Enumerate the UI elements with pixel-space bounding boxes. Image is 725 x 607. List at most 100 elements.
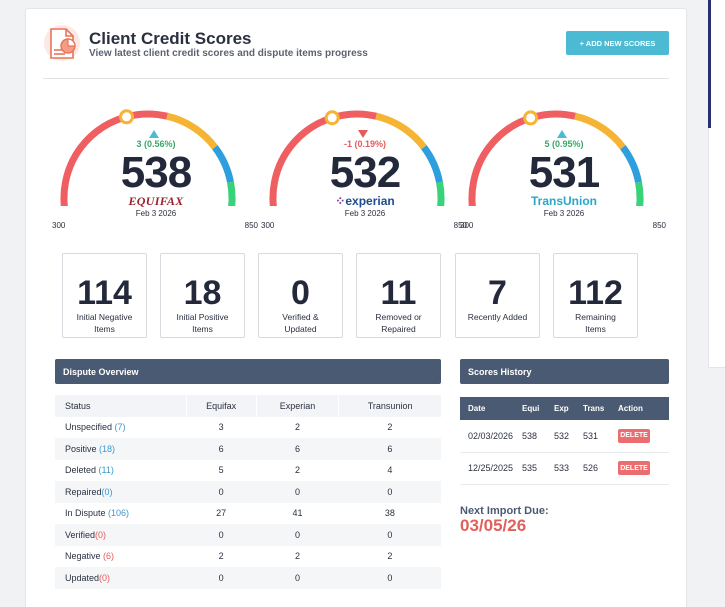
stat-initial-negative: 114 Initial Negative Items — [62, 253, 147, 338]
dispute-overview-header: Dispute Overview — [55, 359, 441, 384]
experian-cell: 2 — [294, 422, 300, 433]
transunion-cell: 6 — [338, 438, 441, 460]
stat-value: 11 — [380, 274, 417, 312]
gauge-max: 850 — [244, 221, 258, 230]
gauge-segment — [468, 110, 576, 206]
column-header-date: Date — [460, 397, 522, 420]
gauge-segment — [212, 145, 234, 184]
transunion-cell: 4 — [387, 465, 393, 476]
gauge-marker — [324, 110, 340, 126]
stat-value: 7 — [488, 274, 507, 312]
history-trans-cell: 526 — [583, 452, 618, 485]
table-row: Unspecified (7) 3 2 2 — [55, 417, 441, 439]
equifax-cell: 0 — [186, 567, 257, 589]
table-row: In Dispute (106) 27 41 38 — [55, 503, 441, 525]
transunion-cell: 0 — [338, 567, 441, 589]
experian-logo: ⁘experian — [265, 194, 465, 208]
status-count-link[interactable]: (0) — [101, 486, 113, 497]
history-date-cell: 02/03/2026 — [460, 420, 522, 453]
gauge-min: 300 — [261, 221, 275, 230]
gauge-segment — [436, 181, 445, 206]
equifax-cell: 6 — [186, 438, 257, 460]
table-row: Verified(0) 0 0 0 — [55, 524, 441, 546]
table-row: Positive (18) 6 6 6 — [55, 438, 441, 460]
gauge-segment — [375, 112, 427, 150]
add-new-scores-button[interactable]: + ADD NEW SCORES — [566, 31, 669, 55]
gauge-segment — [635, 181, 644, 206]
experian-cell: 41 — [292, 508, 303, 519]
gauge-segment — [269, 110, 377, 206]
equifax-cell: 3 — [218, 422, 224, 433]
score-date: Feb 3 2026 — [543, 209, 585, 218]
transunion-cell: 0 — [338, 481, 441, 503]
table-row: 02/03/2026 538 532 531 DELETE — [460, 420, 669, 453]
gauge-segment — [574, 112, 626, 150]
status-cell: Updated(0) — [55, 567, 186, 589]
scores-history-header: Scores History — [460, 359, 669, 384]
status-count-link[interactable]: (106) — [108, 508, 130, 519]
page-subtitle: View latest client credit scores and dis… — [89, 48, 368, 59]
transunion-cell: 38 — [384, 508, 395, 519]
column-header-trans: Trans — [583, 397, 618, 420]
stat-value: 0 — [291, 274, 310, 312]
gauge-segment — [620, 145, 642, 184]
column-header-exp: Exp — [554, 397, 583, 420]
column-header-transunion: Transunion — [338, 395, 441, 417]
gauge-max: 850 — [453, 221, 467, 230]
status-count-link[interactable]: (7) — [114, 422, 126, 433]
transunion-cell: 0 — [338, 524, 441, 546]
experian-cell: 6 — [256, 438, 339, 460]
table-row: Deleted (11) 5 2 4 — [55, 460, 441, 482]
table-header-row: Status Equifax Experian Transunion — [55, 395, 441, 417]
score-value: 538 — [120, 148, 192, 197]
experian-cell: 2 — [294, 465, 300, 476]
table-row: 12/25/2025 535 533 526 DELETE — [460, 452, 669, 485]
stat-remaining: 112 Remaining Items — [553, 253, 638, 338]
stat-label: Initial Positive Items — [176, 312, 229, 334]
report-chart-icon — [43, 24, 81, 62]
stat-label: Initial Negative Items — [76, 312, 133, 334]
gauge-segment — [60, 110, 168, 206]
status-count-link[interactable]: (11) — [98, 465, 114, 476]
delete-button[interactable]: DELETE — [618, 461, 650, 475]
status-cell: Positive (18) — [55, 438, 186, 460]
experian-gauge: -1 (0.19%) 532 ⁘experian Feb 3 2026 300 … — [261, 96, 467, 236]
stat-label: Recently Added — [467, 312, 528, 322]
experian-cell: 0 — [256, 481, 339, 503]
status-cell: Unspecified (7) — [65, 422, 126, 433]
score-change: -1 (0.19%) — [343, 139, 387, 149]
status-count-link[interactable]: (0) — [99, 572, 111, 583]
status-cell: In Dispute (106) — [65, 508, 130, 519]
gauge-marker — [523, 110, 539, 126]
stat-value: 112 — [568, 274, 623, 312]
equifax-cell: 27 — [216, 508, 227, 519]
history-equi-cell: 535 — [522, 452, 554, 485]
gauge-marker — [119, 109, 135, 125]
status-count-link[interactable]: (6) — [103, 551, 115, 562]
equifax-cell: 5 — [218, 465, 224, 476]
stat-verified-updated: 0 Verified & Updated — [258, 253, 343, 338]
stat-value: 18 — [183, 274, 222, 312]
transunion-gauge-arc — [468, 110, 644, 206]
stat-label: Verified & Updated — [282, 312, 319, 334]
score-date: Feb 3 2026 — [344, 209, 386, 218]
history-exp-cell: 532 — [554, 420, 583, 453]
score-down-icon — [358, 130, 368, 138]
table-row: Updated(0) 0 0 0 — [55, 567, 441, 589]
score-change: 3 (0.56%) — [136, 139, 176, 149]
right-side-panel — [708, 0, 725, 368]
equifax-gauge: 3 (0.56%) 538 EQUIFAX Feb 3 2026 300 850 — [52, 96, 258, 236]
history-date-cell: 12/25/2025 — [460, 452, 522, 485]
transunion-gauge: 5 (0.95%) 531 TransUnion Feb 3 2026 300 … — [460, 96, 666, 236]
column-header-equi: Equi — [522, 397, 554, 420]
delete-button[interactable]: DELETE — [618, 428, 650, 443]
history-action-cell: DELETE — [618, 420, 669, 453]
status-count-link[interactable]: (18) — [99, 443, 116, 454]
status-cell: Repaired(0) — [55, 481, 186, 503]
next-import-label: Next Import Due: — [460, 505, 549, 517]
status-count-link[interactable]: (0) — [95, 529, 107, 540]
equifax-cell: 2 — [218, 551, 224, 562]
score-value: 532 — [329, 148, 401, 197]
equifax-cell: 0 — [186, 524, 257, 546]
column-header-status: Status — [55, 395, 186, 417]
